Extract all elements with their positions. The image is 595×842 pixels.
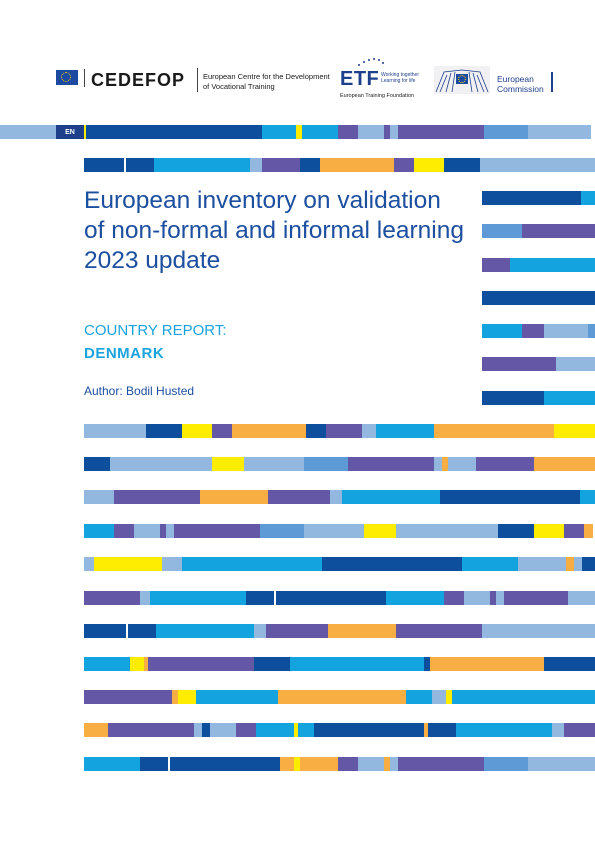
berlaymont-icon (435, 69, 489, 93)
decorative-stripe (84, 657, 595, 671)
european-commission-logo (434, 66, 490, 94)
divider (551, 72, 553, 92)
decorative-stripe (84, 557, 595, 571)
ec-line-2: Commission (497, 84, 544, 94)
author-line: Author: Bodil Husted (84, 384, 195, 398)
cedefop-line-1: European Centre for the Development (203, 72, 330, 81)
country-name: DENMARK (84, 345, 165, 362)
decorative-stripe (84, 424, 595, 438)
cedefop-description: European Centre for the Development of V… (203, 72, 333, 92)
decorative-stripe (482, 324, 595, 338)
decorative-stripe (84, 524, 593, 538)
cedefop-line-2: of Vocational Training (203, 82, 275, 91)
report-subtitle: COUNTRY REPORT: (84, 322, 227, 339)
decorative-stripe (84, 490, 595, 504)
divider (84, 69, 85, 87)
decorative-stripe (84, 624, 595, 638)
decorative-stripe (482, 258, 595, 272)
ec-line-1: European (497, 74, 534, 84)
decorative-stripe (84, 457, 595, 471)
decorative-stripe (482, 391, 595, 405)
header-stripe (0, 125, 591, 139)
eu-flag-icon (56, 70, 78, 85)
etf-tagline: Working together Learning for life (381, 72, 419, 84)
decorative-stripe (84, 158, 595, 172)
decorative-stripe (84, 723, 595, 737)
etf-subtitle: European Training Foundation (340, 93, 414, 99)
decorative-stripe (84, 591, 595, 605)
decorative-stripe (84, 690, 595, 704)
decorative-stripe (84, 757, 595, 771)
decorative-stripe (482, 224, 595, 238)
decorative-stripe (482, 357, 595, 371)
divider (197, 68, 198, 92)
decorative-stripe (482, 291, 595, 305)
language-tab[interactable]: EN (56, 125, 84, 139)
decorative-stripe (482, 191, 595, 205)
cedefop-logo: CEDEFOP (91, 70, 186, 90)
etf-logo: ETF (340, 68, 380, 90)
etf-stars-icon (358, 58, 384, 66)
european-commission-name: European Commission (497, 74, 544, 94)
report-title: European inventory on validation of non-… (84, 187, 464, 274)
